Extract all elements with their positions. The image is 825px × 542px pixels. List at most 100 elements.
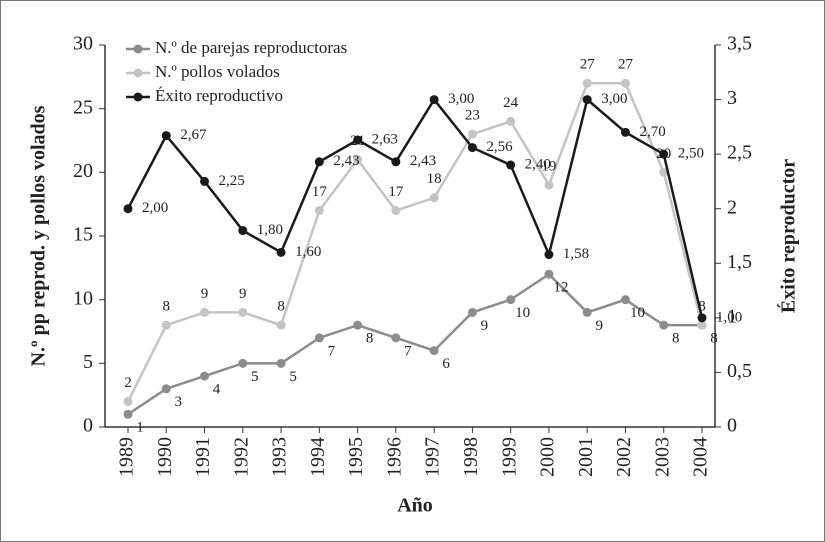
data-label: 19	[541, 159, 556, 175]
point	[620, 295, 630, 305]
data-label: 9	[201, 286, 209, 302]
x-tick-label: 1991	[192, 437, 214, 477]
series-line	[127, 272, 702, 416]
point	[391, 333, 401, 343]
legend-marker	[133, 92, 143, 102]
x-tick-label: 2002	[613, 437, 635, 477]
point	[620, 78, 630, 88]
point	[353, 320, 363, 330]
data-label: 7	[404, 343, 412, 359]
point	[123, 204, 133, 214]
data-label: 10	[630, 305, 645, 321]
x-tick-label: 1989	[116, 437, 138, 477]
point	[544, 180, 554, 190]
data-label: 7	[328, 343, 336, 359]
data-label: 2,50	[678, 146, 704, 162]
y-tick-label: 30	[73, 33, 93, 55]
point	[429, 193, 439, 203]
series-line	[126, 81, 704, 403]
data-label: 8	[710, 331, 718, 347]
data-label: 8	[277, 299, 285, 315]
data-label: 2,25	[219, 173, 245, 189]
y2-tick-label: 3	[727, 87, 737, 109]
y-tick-label: 15	[73, 224, 93, 246]
point	[200, 371, 210, 381]
data-label: 6	[442, 356, 450, 372]
point	[467, 129, 477, 139]
point	[467, 143, 477, 153]
data-label: 1,00	[716, 309, 742, 325]
y2-tick-label: 0,5	[727, 360, 752, 382]
point	[200, 176, 210, 186]
data-label: 8	[366, 331, 374, 347]
x-tick-label: 1993	[269, 437, 291, 477]
point	[353, 135, 363, 145]
point	[238, 307, 248, 317]
y2-tick-label: 1,5	[727, 251, 752, 273]
data-label: 1,60	[295, 244, 321, 260]
x-axis-label: Año	[397, 495, 433, 517]
data-label: 2	[124, 375, 132, 391]
point	[620, 127, 630, 137]
point	[506, 116, 516, 126]
data-label: 24	[503, 95, 519, 111]
data-label: 2,43	[333, 153, 359, 169]
legend-label: N.º de parejas reproductoras	[155, 38, 347, 57]
point	[659, 167, 669, 177]
data-label: 23	[465, 108, 480, 124]
point	[161, 384, 171, 394]
data-label: 12	[553, 280, 568, 296]
data-label: 5	[251, 369, 259, 385]
data-label: 1	[136, 420, 144, 436]
point	[697, 313, 707, 323]
point	[353, 155, 363, 165]
x-tick-label: 1997	[422, 437, 444, 477]
point	[161, 320, 171, 330]
series-line	[126, 97, 704, 319]
legend-label: N.º pollos volados	[155, 62, 280, 81]
point	[314, 157, 324, 167]
y2-tick-label: 2	[727, 196, 737, 218]
point	[123, 409, 133, 419]
y2-tick-label: 3,5	[727, 33, 752, 55]
point	[276, 358, 286, 368]
point	[506, 295, 516, 305]
data-label: 9	[595, 318, 603, 334]
y-tick-label: 25	[73, 96, 93, 118]
point	[238, 358, 248, 368]
point	[582, 95, 592, 105]
data-label: 2,56	[486, 139, 513, 155]
point	[582, 307, 592, 317]
data-label: 1,80	[257, 222, 283, 238]
x-tick-label: 2003	[651, 437, 673, 477]
point	[314, 206, 324, 216]
y2-tick-label: 1	[727, 305, 737, 327]
data-label: 2,43	[410, 153, 436, 169]
point	[276, 247, 286, 257]
point	[200, 307, 210, 317]
legend-marker	[133, 68, 143, 78]
data-label: 8	[672, 331, 680, 347]
data-label: 8	[163, 299, 171, 315]
data-label: 17	[388, 184, 404, 200]
point	[544, 269, 554, 279]
data-label: 5	[289, 369, 297, 385]
point	[391, 206, 401, 216]
data-label: 18	[427, 171, 442, 187]
data-label: 27	[618, 57, 634, 73]
data-label: 1,58	[563, 246, 589, 262]
data-label: 9	[239, 286, 247, 302]
data-label: 2,70	[639, 124, 665, 140]
data-label: 4	[213, 382, 221, 398]
point	[544, 250, 554, 260]
x-tick-label: 1990	[154, 437, 176, 477]
y-tick-label: 0	[83, 415, 93, 437]
point	[659, 149, 669, 159]
point	[314, 333, 324, 343]
point	[659, 320, 669, 330]
point	[697, 320, 707, 330]
data-label: 2,00	[142, 200, 168, 216]
point	[238, 226, 248, 236]
legend-label: Éxito reproductivo	[155, 86, 283, 105]
x-tick-label: 2000	[537, 437, 559, 477]
